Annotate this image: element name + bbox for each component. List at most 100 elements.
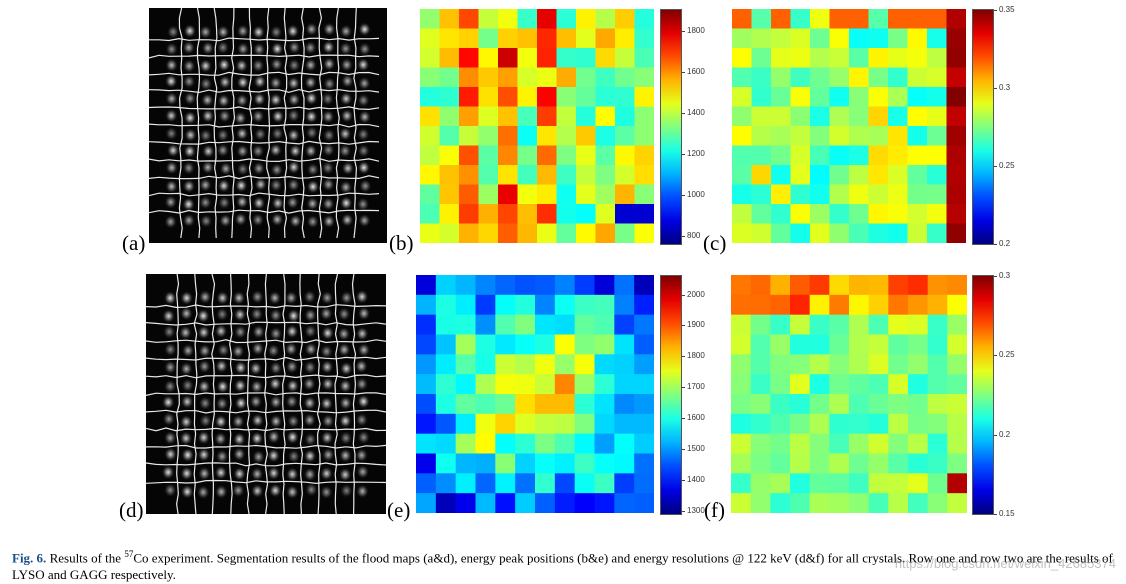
crystal-spot — [319, 484, 334, 500]
heatmap-cell — [537, 126, 557, 146]
crystal-spot — [233, 378, 247, 394]
heatmap-cell — [868, 294, 889, 316]
heatmap-cell — [927, 334, 948, 355]
heatmap-cell — [907, 87, 928, 107]
heatmap-cell — [947, 493, 968, 514]
colorbar-tick-mark — [682, 325, 685, 327]
heatmap-cell — [515, 275, 536, 296]
heatmap-cell — [751, 67, 772, 88]
crystal-spot — [198, 413, 213, 429]
heatmap-cell — [732, 184, 752, 205]
heatmap-cell — [868, 354, 889, 375]
heatmap-cell — [535, 433, 556, 454]
crystal-spot — [338, 378, 353, 394]
segmentation-line — [300, 7, 305, 239]
heatmap-cell — [810, 106, 830, 127]
heatmap-cell — [947, 275, 968, 296]
heatmap-cell — [576, 67, 596, 88]
heatmap-cell — [576, 106, 596, 127]
heatmap-cell — [731, 314, 752, 335]
flood-map-d — [145, 273, 387, 515]
crystal-spot — [269, 92, 283, 108]
heatmap-cell — [455, 473, 476, 494]
heatmap-cell — [927, 473, 948, 494]
colorbar-tick-mark — [682, 418, 685, 420]
crystal-spot — [236, 161, 250, 177]
heatmap-cell — [455, 314, 476, 335]
heatmap-cell — [868, 473, 889, 494]
heatmap-cell — [927, 48, 947, 68]
heatmap-cell — [420, 126, 440, 146]
heatmap-cell — [849, 453, 870, 474]
heatmap-cell — [829, 473, 850, 494]
heatmap-cell — [770, 473, 791, 494]
heatmap-cell — [595, 165, 616, 185]
crystal-spot — [250, 306, 264, 322]
heatmap-cell — [731, 473, 752, 494]
crystal-spot — [180, 465, 194, 481]
heatmap-cell — [439, 28, 460, 49]
heatmap-cell — [907, 48, 928, 68]
heatmap-cell — [416, 433, 437, 454]
colorbar-tick-mark — [682, 294, 685, 296]
heatmap-cell — [771, 67, 791, 88]
heatmap-cell — [849, 48, 869, 68]
heatmap-cell — [868, 314, 889, 335]
crystal-spot — [200, 92, 215, 108]
heatmap-cell — [475, 413, 496, 435]
heatmap-cell — [829, 493, 850, 514]
heatmap-cell — [478, 9, 499, 29]
crystal-spot — [198, 195, 213, 210]
heatmap-cell — [790, 294, 811, 316]
heatmap-cell — [908, 453, 929, 474]
crystal-spot — [250, 413, 265, 428]
crystal-spot — [252, 161, 266, 176]
heatmap-cell — [574, 334, 595, 355]
heatmap-cell — [849, 87, 869, 107]
heatmap-cell — [459, 145, 479, 166]
heatmap-cell — [849, 413, 870, 435]
crystal-spot — [339, 195, 353, 211]
heatmap-cell — [554, 473, 576, 494]
heatmap-cell — [420, 165, 440, 185]
heatmap-cell — [947, 374, 968, 395]
crystal-spot — [217, 57, 231, 73]
heatmap-cell — [732, 126, 752, 146]
crystal-spot — [250, 431, 264, 446]
crystal-spot — [358, 41, 372, 57]
heatmap-f — [731, 275, 968, 518]
heatmap-cell — [439, 145, 460, 166]
segmentation-line — [148, 106, 380, 111]
heatmap-cell — [595, 204, 616, 224]
heatmap-cell — [556, 165, 577, 185]
flood-map-d-image — [145, 273, 387, 515]
heatmap-cell — [908, 433, 929, 454]
heatmap-cell — [594, 314, 615, 335]
heatmap-cell — [594, 275, 615, 296]
colorbar-tick-label: 1800 — [687, 25, 705, 35]
heatmap-cell — [556, 204, 577, 224]
crystal-spot — [164, 126, 179, 141]
heatmap-cell — [498, 204, 518, 224]
heatmap-cell — [868, 374, 889, 395]
heatmap-cell — [888, 145, 908, 166]
heatmap-cell — [455, 394, 476, 415]
colorbar-tick-label: 1900 — [687, 320, 705, 330]
crystal-spot — [164, 194, 178, 210]
heatmap-cell — [416, 394, 437, 415]
crystal-spot — [288, 143, 302, 159]
crystal-spot — [266, 448, 281, 464]
segmentation-line — [145, 392, 387, 396]
crystal-spot — [321, 109, 335, 124]
crystal-spot — [357, 76, 372, 91]
colorbar-tick-label: 0.2 — [999, 239, 1011, 248]
segmentation-line — [178, 7, 183, 239]
heatmap-cell — [927, 433, 948, 454]
heatmap-cell — [829, 314, 850, 335]
crystal-spot — [163, 214, 178, 230]
crystal-spot — [235, 194, 249, 210]
crystal-spot — [250, 466, 264, 482]
heatmap-cell — [439, 184, 460, 205]
crystal-spot — [285, 394, 299, 409]
crystal-spot — [268, 290, 282, 306]
